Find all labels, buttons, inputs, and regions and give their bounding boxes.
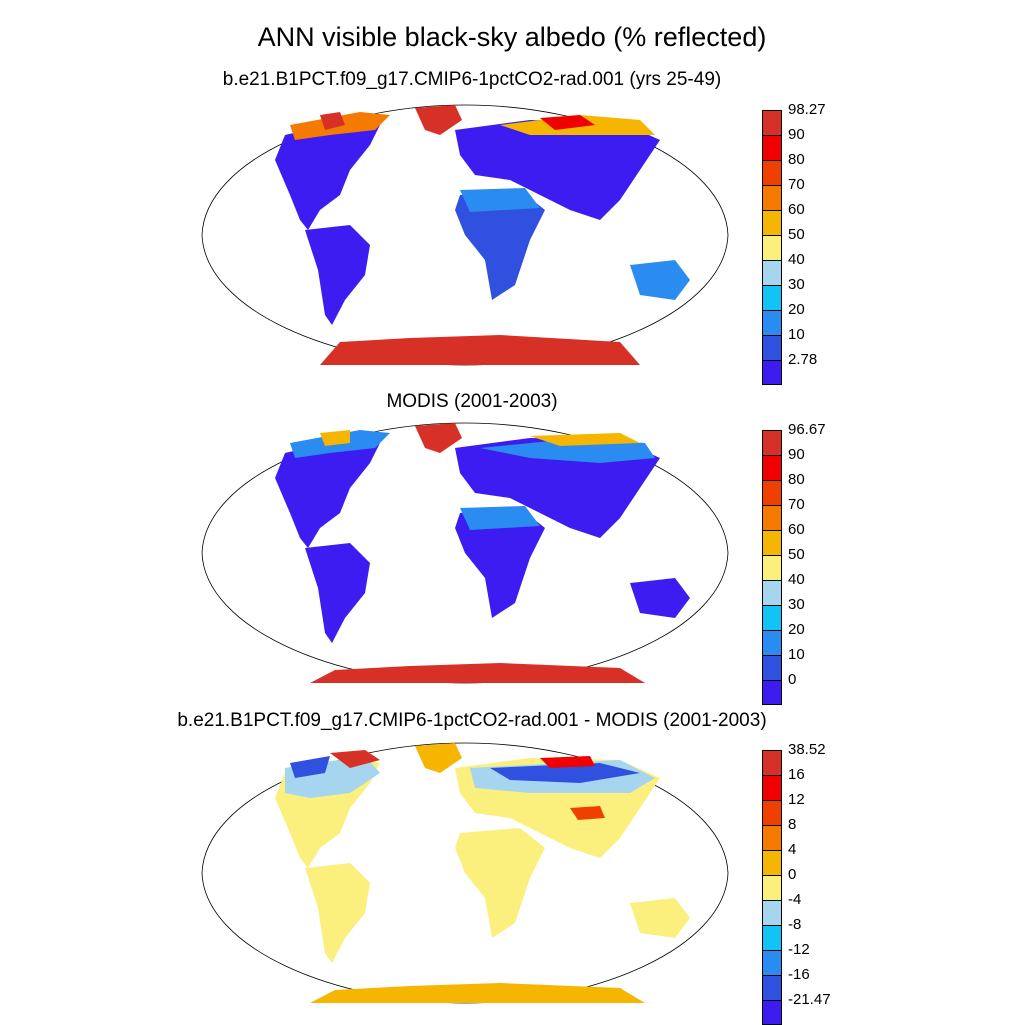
colorbar-swatch [762, 480, 782, 505]
panel-3-map [201, 742, 729, 1004]
colorbar-swatch [762, 260, 782, 285]
colorbar-label: -12 [788, 941, 810, 958]
continents-p3 [275, 743, 690, 1003]
colorbar-swatch [762, 825, 782, 850]
colorbar-swatch [762, 335, 782, 360]
colorbar-label: 30 [788, 276, 805, 293]
colorbar-swatch [762, 210, 782, 235]
colorbar-label: 20 [788, 301, 805, 318]
colorbar-swatch [762, 1000, 782, 1025]
colorbar-swatch [762, 555, 782, 580]
colorbar-swatch [762, 580, 782, 605]
colorbar-swatch [762, 680, 782, 705]
colorbar-label: 40 [788, 251, 805, 268]
colorbar-label: -4 [788, 891, 802, 908]
colorbar-label: 2.78 [788, 351, 818, 368]
colorbar-swatch [762, 605, 782, 630]
colorbar-swatch [762, 875, 782, 900]
colorbar-label: 10 [788, 646, 805, 663]
colorbar-label: 80 [788, 151, 805, 168]
colorbar-swatch [762, 950, 782, 975]
continents-p2 [275, 423, 690, 683]
colorbar-swatch [762, 235, 782, 260]
panel-2-map [201, 422, 729, 684]
colorbar-label: 98.27 [788, 101, 826, 118]
colorbar-label: 38.52 [788, 741, 826, 758]
colorbar-swatch [762, 900, 782, 925]
colorbar-swatch [762, 750, 782, 775]
panel-1-map [201, 104, 729, 366]
colorbar-label: 30 [788, 596, 805, 613]
colorbar-swatch [762, 185, 782, 210]
colorbar-label: 0 [788, 671, 797, 688]
colorbar-label: 0 [788, 866, 797, 883]
colorbar-swatch [762, 975, 782, 1000]
panel-3-title: b.e21.B1PCT.f09_g17.CMIP6-1pctCO2-rad.00… [177, 710, 767, 731]
colorbar-label: 90 [788, 126, 805, 143]
colorbar-label: 96.67 [788, 421, 826, 438]
colorbar-label: 12 [788, 791, 805, 808]
colorbar-swatch [762, 285, 782, 310]
colorbar-label: 60 [788, 201, 805, 218]
colorbar-label: 80 [788, 471, 805, 488]
colorbar-swatch [762, 110, 782, 135]
colorbar-swatch [762, 135, 782, 160]
figure-title: ANN visible black-sky albedo (% reflecte… [257, 22, 767, 52]
colorbar-swatch [762, 310, 782, 335]
colorbar-swatch [762, 360, 782, 385]
colorbar-label: 70 [788, 496, 805, 513]
colorbar-swatch [762, 655, 782, 680]
colorbar-swatch [762, 530, 782, 555]
panel-1-title: b.e21.B1PCT.f09_g17.CMIP6-1pctCO2-rad.00… [222, 69, 722, 90]
colorbar-label: 90 [788, 446, 805, 463]
colorbar-label: 70 [788, 176, 805, 193]
colorbar-swatch [762, 430, 782, 455]
colorbar-label: 20 [788, 621, 805, 638]
continents-p1 [275, 105, 690, 365]
colorbar-label: 50 [788, 226, 805, 243]
colorbar-label: 50 [788, 546, 805, 563]
colorbar-label: -21.47 [788, 991, 831, 1008]
panel-1-colorbar [762, 110, 782, 385]
colorbar-label: 40 [788, 571, 805, 588]
panel-3-colorbar [762, 750, 782, 1025]
colorbar-label: -8 [788, 916, 802, 933]
colorbar-swatch [762, 775, 782, 800]
colorbar-label: 10 [788, 326, 805, 343]
colorbar-label: 60 [788, 521, 805, 538]
colorbar-label: 4 [788, 841, 797, 858]
colorbar-swatch [762, 800, 782, 825]
panel-2-colorbar [762, 430, 782, 705]
colorbar-label: -16 [788, 966, 810, 983]
colorbar-label: 16 [788, 766, 805, 783]
colorbar-swatch [762, 160, 782, 185]
colorbar-swatch [762, 925, 782, 950]
colorbar-swatch [762, 455, 782, 480]
panel-2-title: MODIS (2001-2003) [386, 391, 558, 412]
colorbar-swatch [762, 630, 782, 655]
colorbar-label: 8 [788, 816, 797, 833]
colorbar-swatch [762, 850, 782, 875]
colorbar-swatch [762, 505, 782, 530]
